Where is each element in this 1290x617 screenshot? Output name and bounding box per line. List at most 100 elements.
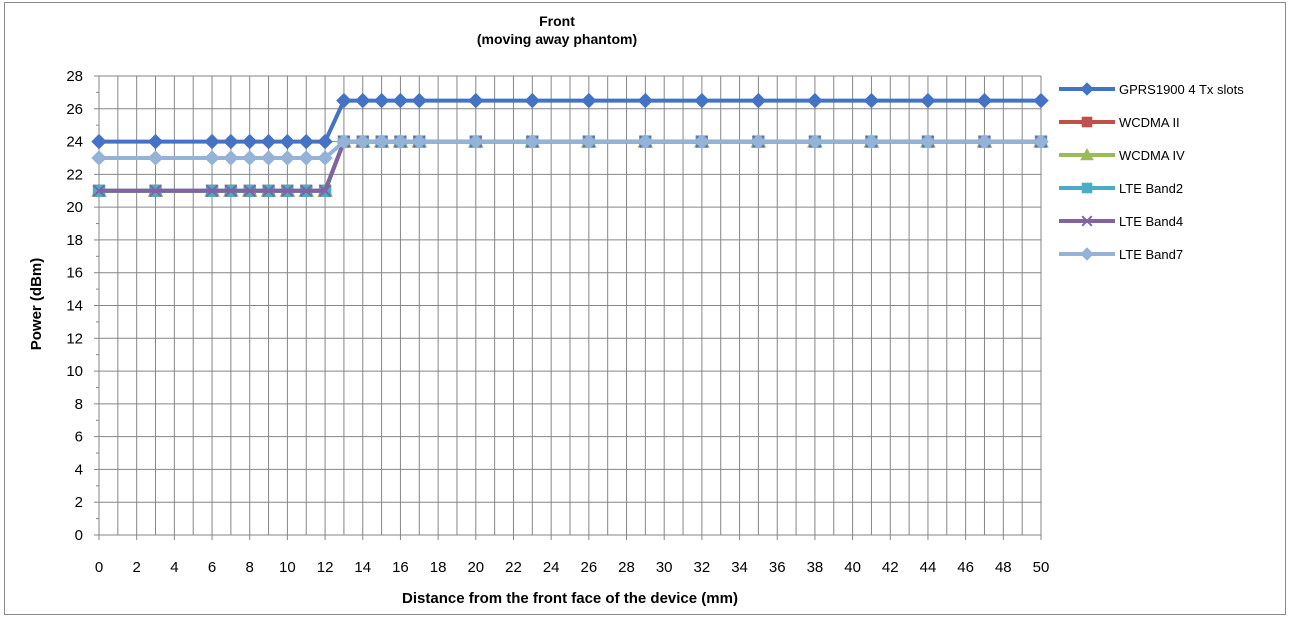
data-point <box>1033 133 1049 150</box>
x-tick-label: 4 <box>170 559 178 576</box>
data-point <box>279 150 296 166</box>
series-1 <box>91 92 1049 150</box>
data-point <box>223 133 239 150</box>
legend-item: LTE Band7 <box>1059 247 1183 262</box>
x-tick-label: 28 <box>618 559 635 576</box>
data-point <box>262 184 275 198</box>
data-point-stroke <box>299 184 313 198</box>
legend-item: LTE Band2 <box>1059 181 1183 196</box>
data-point <box>204 133 220 150</box>
y-tick-label: 16 <box>66 265 83 282</box>
legend-label: LTE Band7 <box>1119 247 1183 262</box>
data-point <box>1080 82 1094 96</box>
y-tick-label: 8 <box>75 396 83 413</box>
data-point <box>92 184 106 198</box>
y-tick-label: 24 <box>66 134 83 151</box>
y-tick-label: 4 <box>75 461 83 478</box>
x-tick-label: 34 <box>731 559 748 576</box>
x-tick-label: 12 <box>317 559 334 576</box>
data-point-stroke <box>281 184 294 198</box>
legend: GPRS1900 4 Tx slots WCDMA II WCDMA IV LTE B… <box>1059 82 1244 262</box>
x-tick-label: 40 <box>844 559 861 576</box>
data-point <box>317 150 333 166</box>
data-point <box>147 150 164 166</box>
data-point <box>581 133 597 150</box>
y-tick-label: 0 <box>75 527 83 544</box>
x-tick-label: 38 <box>807 559 824 576</box>
data-point <box>205 184 219 198</box>
y-tick-label: 26 <box>66 101 83 118</box>
x-tick-label: 20 <box>467 559 484 576</box>
data-point <box>920 92 936 109</box>
x-tick-label: 46 <box>957 559 974 576</box>
y-tick-label: 18 <box>66 232 83 249</box>
plot-area <box>91 92 1049 198</box>
data-point-stroke <box>205 184 219 198</box>
x-tick-label: 42 <box>882 559 899 576</box>
chart-frame: Front (moving away phantom) Distance fro… <box>4 2 1286 615</box>
data-point <box>581 92 597 109</box>
line-chart: Front (moving away phantom) Distance fro… <box>28 13 1244 607</box>
data-point <box>392 92 409 109</box>
data-point-stroke <box>262 184 275 198</box>
data-point <box>1080 147 1094 161</box>
x-tick-label: 14 <box>354 559 371 576</box>
y-axis-title: Power (dBm) <box>28 258 45 351</box>
data-point <box>355 92 371 109</box>
y-tick-label: 14 <box>66 298 83 315</box>
x-tick-label: 8 <box>246 559 254 576</box>
data-point <box>1081 215 1093 227</box>
y-tick-label: 20 <box>66 199 83 216</box>
data-point <box>147 133 164 150</box>
data-point <box>411 133 427 150</box>
legend-label: GPRS1900 4 Tx slots <box>1119 82 1244 97</box>
data-point <box>318 184 332 198</box>
legend-label: LTE Band4 <box>1119 214 1183 229</box>
data-point <box>920 133 936 150</box>
data-point-stroke <box>224 184 238 198</box>
data-point <box>299 184 313 198</box>
data-point <box>298 150 314 166</box>
x-tick-label: 48 <box>995 559 1012 576</box>
data-point <box>336 133 352 150</box>
y-tick-label: 6 <box>75 429 83 446</box>
x-tick-label: 18 <box>430 559 447 576</box>
legend-item: WCDMA IV <box>1059 147 1185 163</box>
data-point <box>750 133 767 150</box>
data-point-stroke <box>149 184 162 198</box>
x-tick-label: 32 <box>694 559 711 576</box>
data-point <box>281 184 294 198</box>
data-point <box>637 133 654 150</box>
data-point <box>863 133 880 150</box>
x-tick-label: 16 <box>392 559 409 576</box>
data-point <box>863 92 880 109</box>
x-axis-title: Distance from the front face of the devi… <box>402 590 738 607</box>
data-point <box>279 133 296 150</box>
data-point <box>260 150 277 166</box>
data-point <box>91 133 107 150</box>
data-point-stroke <box>1081 215 1093 227</box>
data-point <box>243 184 257 198</box>
chart-subtitle: (moving away phantom) <box>477 31 637 47</box>
data-point <box>524 92 541 109</box>
data-point-stroke <box>318 184 332 198</box>
data-point <box>468 133 484 150</box>
legend-label: WCDMA II <box>1119 115 1180 130</box>
data-point <box>298 133 314 150</box>
y-tick-label: 2 <box>75 494 83 511</box>
data-point <box>223 150 239 166</box>
x-tick-label: 30 <box>656 559 673 576</box>
data-point <box>260 133 277 150</box>
data-point <box>149 184 162 198</box>
data-point <box>355 133 371 150</box>
data-point <box>1081 116 1093 128</box>
legend-item: WCDMA II <box>1059 115 1180 130</box>
data-point <box>1081 182 1093 194</box>
data-point <box>204 150 220 166</box>
data-point <box>1080 247 1094 261</box>
data-point-stroke <box>92 184 106 198</box>
data-point <box>392 133 409 150</box>
y-tick-label: 22 <box>66 166 83 183</box>
y-tick-label: 10 <box>66 363 83 380</box>
